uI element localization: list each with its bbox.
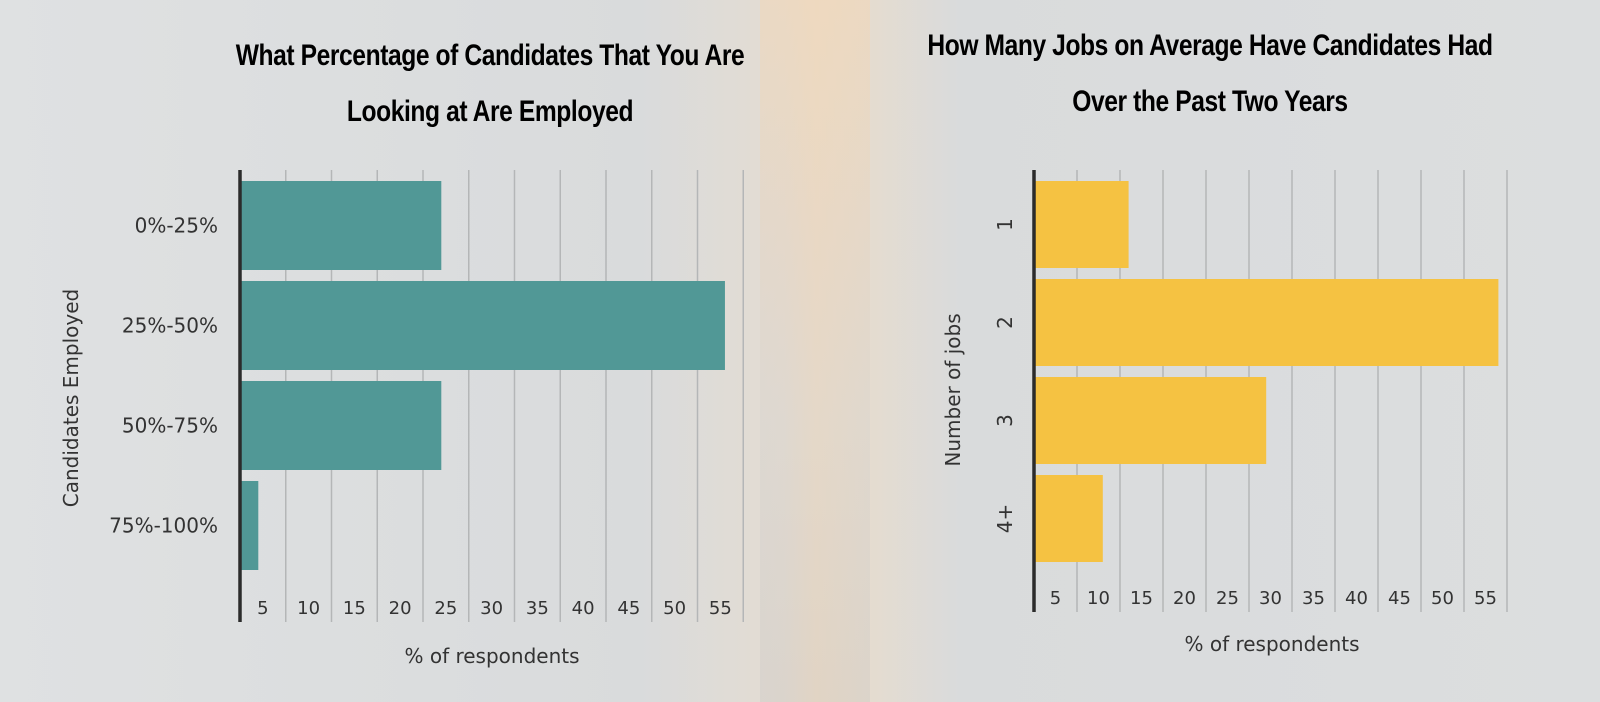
chart-1-title-line-1: What Percentage of Candidates That You A…: [235, 39, 745, 72]
chart-2-bar: [1034, 377, 1267, 464]
chart-2-category-label: 2: [993, 316, 1017, 329]
chart-1-category-label: 50%-75%: [122, 414, 218, 438]
chart-1-xtick-label: 20: [389, 598, 412, 619]
chart-1-xtick-label: 10: [297, 598, 320, 619]
chart-1-title-line-2: Looking at Are Employed: [346, 95, 634, 128]
chart-1-xtick-label: 45: [617, 598, 640, 619]
chart-1-xtick-label: 15: [343, 598, 366, 619]
chart-2-xtick-label: 45: [1388, 588, 1411, 609]
chart-2-xtick-label: 50: [1431, 588, 1454, 609]
chart-1-y-axis-title: Candidates Employed: [59, 289, 83, 507]
chart-2-y-axis-title: Number of jobs: [941, 313, 965, 466]
chart-1-xtick-label: 40: [572, 598, 595, 619]
chart-1-xtick-label: 30: [480, 598, 503, 619]
chart-2-bar: [1034, 279, 1499, 366]
chart-1-category-label: 25%-50%: [122, 314, 218, 338]
chart-2-xtick-label: 10: [1087, 588, 1110, 609]
chart-1-category-label: 75%-100%: [109, 514, 218, 538]
chart-2-xtick-label: 40: [1345, 588, 1368, 609]
chart-2-x-axis-title: % of respondents: [1184, 632, 1359, 656]
chart-2-xtick-label: 25: [1216, 588, 1239, 609]
chart-1-title: What Percentage of Candidates That You A…: [170, 28, 810, 140]
chart-2-xtick-label: 55: [1474, 588, 1497, 609]
chart-1-bar: [240, 381, 442, 470]
chart-2-title-line-1: How Many Jobs on Average Have Candidates…: [927, 29, 1493, 62]
chart-2-category-label: 4+: [993, 504, 1017, 533]
chart-2-xtick-label: 5: [1050, 588, 1061, 609]
chart-1-category-label: 0%-25%: [135, 214, 218, 238]
chart-2-xtick-label: 15: [1130, 588, 1153, 609]
chart-2-xtick-label: 30: [1259, 588, 1282, 609]
chart-1-xtick-label: 50: [663, 598, 686, 619]
chart-2-title: How Many Jobs on Average Have Candidates…: [898, 18, 1521, 130]
chart-1-xtick-label: 5: [257, 598, 268, 619]
chart-1-bar: [240, 281, 725, 370]
chart-1-xtick-label: 25: [434, 598, 457, 619]
chart-2-category-label: 1: [993, 218, 1017, 231]
chart-2-xtick-label: 35: [1302, 588, 1325, 609]
chart-1-x-axis-title: % of respondents: [404, 644, 579, 668]
background-street: [760, 0, 870, 702]
chart-2-bar: [1034, 475, 1103, 562]
chart-2-bar: [1034, 181, 1129, 268]
chart-1-xtick-label: 35: [526, 598, 549, 619]
chart-1-xtick-label: 55: [709, 598, 732, 619]
chart-2-title-line-2: Over the Past Two Years: [1072, 85, 1348, 118]
chart-2-xtick-label: 20: [1173, 588, 1196, 609]
chart-2-category-label: 3: [993, 414, 1017, 427]
chart-1-bar: [240, 181, 442, 270]
chart-1-bar: [240, 481, 259, 570]
